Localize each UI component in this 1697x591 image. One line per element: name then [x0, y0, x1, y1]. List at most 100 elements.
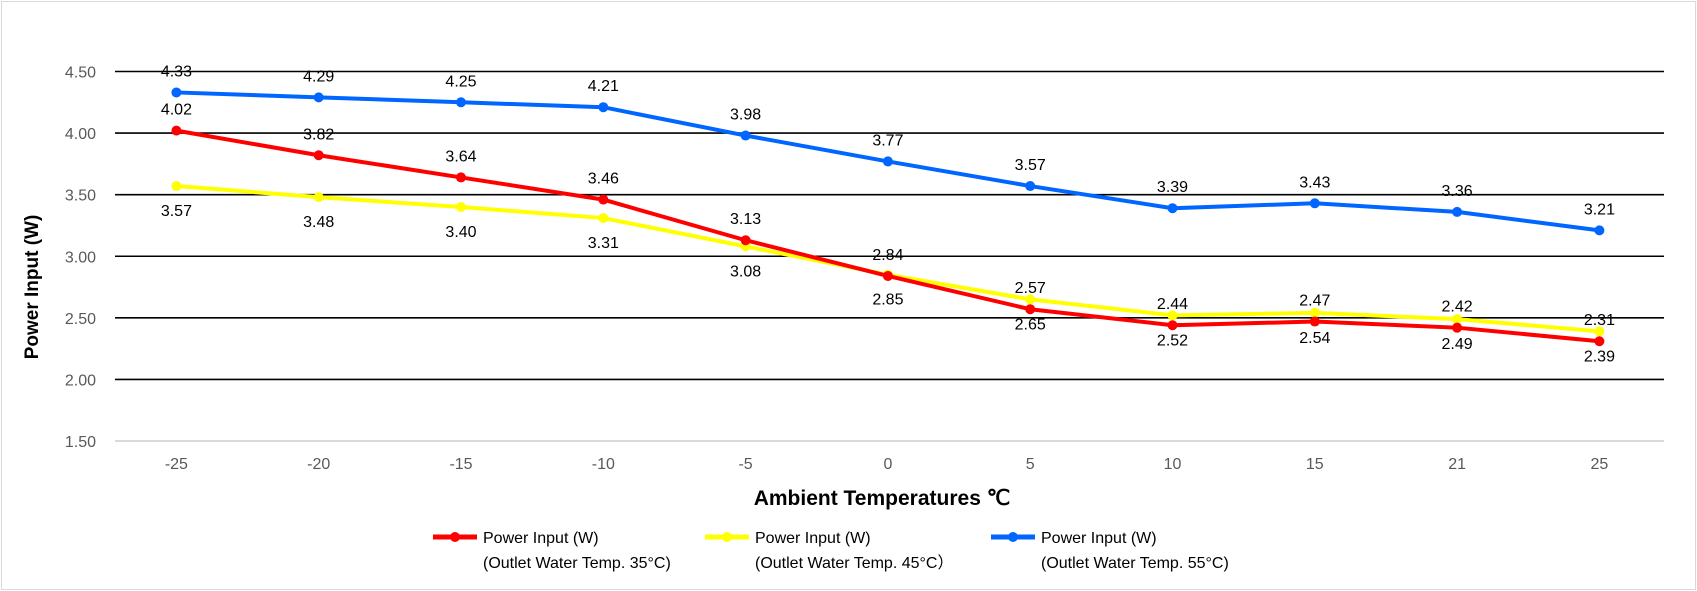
- data-point: [1309, 307, 1320, 318]
- data-label: 2.57: [1015, 280, 1046, 297]
- data-label: 2.39: [1584, 348, 1615, 365]
- data-point: [1594, 326, 1605, 337]
- legend-label: Power Input (W): [1041, 530, 1157, 547]
- data-point: [171, 87, 182, 98]
- data-label: 2.52: [1157, 332, 1188, 349]
- y-tick-label: 4.00: [65, 126, 96, 143]
- gridlines: [115, 70, 1664, 442]
- data-point: [1025, 294, 1036, 305]
- y-tick-label: 4.50: [65, 65, 96, 82]
- data-label: 2.49: [1442, 336, 1473, 353]
- data-point: [1309, 316, 1320, 327]
- data-point: [456, 172, 466, 183]
- x-tick-label: -15: [449, 456, 472, 473]
- x-tick-label: -10: [592, 456, 615, 473]
- data-label: 3.13: [730, 211, 761, 228]
- legend-item: Power Input (W) (Outlet Water Temp. 45°C）: [705, 530, 953, 572]
- data-label: 4.02: [161, 102, 192, 119]
- x-tick-label: -20: [307, 456, 330, 473]
- data-label: 3.98: [730, 107, 761, 124]
- data-label: 3.48: [303, 214, 334, 231]
- data-label: 3.57: [161, 203, 192, 220]
- x-tick-label: 5: [1026, 456, 1035, 473]
- legend-label: Power Input (W): [755, 530, 871, 547]
- data-label: 2.85: [872, 292, 903, 309]
- legend-marker: [1008, 532, 1018, 542]
- data-label: 4.29: [303, 68, 334, 85]
- data-point: [1452, 314, 1463, 325]
- x-tick-label: -5: [738, 456, 752, 473]
- x-tick-label: 25: [1591, 456, 1609, 473]
- data-point: [1594, 336, 1605, 347]
- x-axis-ticks: -25 -20 -15 -10 -5 0 5 10 15 21 25: [165, 456, 1609, 473]
- data-point: [1452, 206, 1463, 217]
- data-point: [882, 156, 893, 167]
- x-tick-label: 15: [1306, 456, 1324, 473]
- data-label: 4.25: [445, 73, 476, 90]
- data-label: 2.31: [1584, 312, 1615, 329]
- data-label: 2.47: [1299, 293, 1330, 310]
- y-tick-label: 3.00: [65, 249, 96, 266]
- legend-label-sub: (Outlet Water Temp. 55°C): [1041, 555, 1229, 572]
- data-label: 4.21: [588, 78, 619, 95]
- y-tick-label: 1.50: [65, 434, 96, 451]
- data-point: [598, 102, 609, 113]
- data-label: 3.40: [445, 224, 476, 241]
- data-point: [1167, 320, 1178, 331]
- x-tick-label: 21: [1448, 456, 1466, 473]
- data-point: [598, 213, 609, 224]
- data-label: 2.65: [1015, 316, 1046, 333]
- data-label: 3.08: [730, 263, 761, 280]
- x-tick-label: 10: [1164, 456, 1182, 473]
- data-label: 3.21: [1584, 201, 1615, 218]
- data-point: [313, 192, 324, 203]
- data-label: 2.42: [1442, 299, 1473, 316]
- data-label: 3.31: [588, 235, 619, 252]
- data-label: 2.44: [1157, 296, 1188, 313]
- data-point: [740, 235, 751, 246]
- data-point: [1309, 198, 1320, 209]
- data-label: 2.54: [1299, 330, 1330, 347]
- data-point: [1452, 322, 1463, 333]
- y-axis-title: Power Input (W): [22, 215, 43, 360]
- data-point: [740, 130, 751, 141]
- data-point: [456, 201, 466, 212]
- data-label: 3.43: [1299, 174, 1330, 191]
- data-point: [171, 125, 182, 136]
- series-group: [171, 87, 1605, 347]
- data-label: 3.64: [445, 148, 476, 165]
- x-tick-label: 0: [883, 456, 892, 473]
- data-point: [313, 92, 324, 103]
- data-point: [1025, 304, 1036, 315]
- data-label: 3.57: [1015, 157, 1046, 174]
- data-point: [1167, 310, 1178, 321]
- x-tick-label: -25: [165, 456, 188, 473]
- legend-label-sub: (Outlet Water Temp. 45°C）: [755, 554, 953, 572]
- data-labels: 4.02 3.82 3.64 3.46 3.13 2.84 2.57 2.44 2.47 2.42…: [161, 63, 1615, 365]
- legend-item: Power Input (W) (Outlet Water Temp. 35°C): [433, 530, 671, 572]
- legend: Power Input (W) (Outlet Water Temp. 35°C)…: [433, 530, 1229, 572]
- legend-marker: [722, 532, 732, 542]
- data-label: 3.36: [1442, 183, 1473, 200]
- data-label: 3.39: [1157, 179, 1188, 196]
- y-tick-label: 2.50: [65, 311, 96, 328]
- data-point: [171, 181, 182, 192]
- data-label: 3.77: [872, 132, 903, 149]
- data-label: 2.84: [872, 247, 903, 264]
- legend-label: Power Input (W): [483, 530, 599, 547]
- data-point: [882, 270, 893, 281]
- data-point: [313, 150, 324, 161]
- y-tick-label: 2.00: [65, 372, 96, 389]
- data-point: [1167, 203, 1178, 214]
- data-point: [1594, 225, 1605, 236]
- data-point: [1025, 181, 1036, 192]
- y-tick-label: 3.50: [65, 188, 96, 205]
- data-point: [598, 194, 609, 205]
- x-axis-title: Ambient Temperatures ℃: [754, 487, 1011, 510]
- data-point: [456, 97, 466, 108]
- y-axis-ticks: 1.50 2.00 2.50 3.00 3.50 4.00 4.50: [65, 65, 96, 452]
- data-label: 3.82: [303, 126, 334, 143]
- legend-label-sub: (Outlet Water Temp. 35°C): [483, 555, 671, 572]
